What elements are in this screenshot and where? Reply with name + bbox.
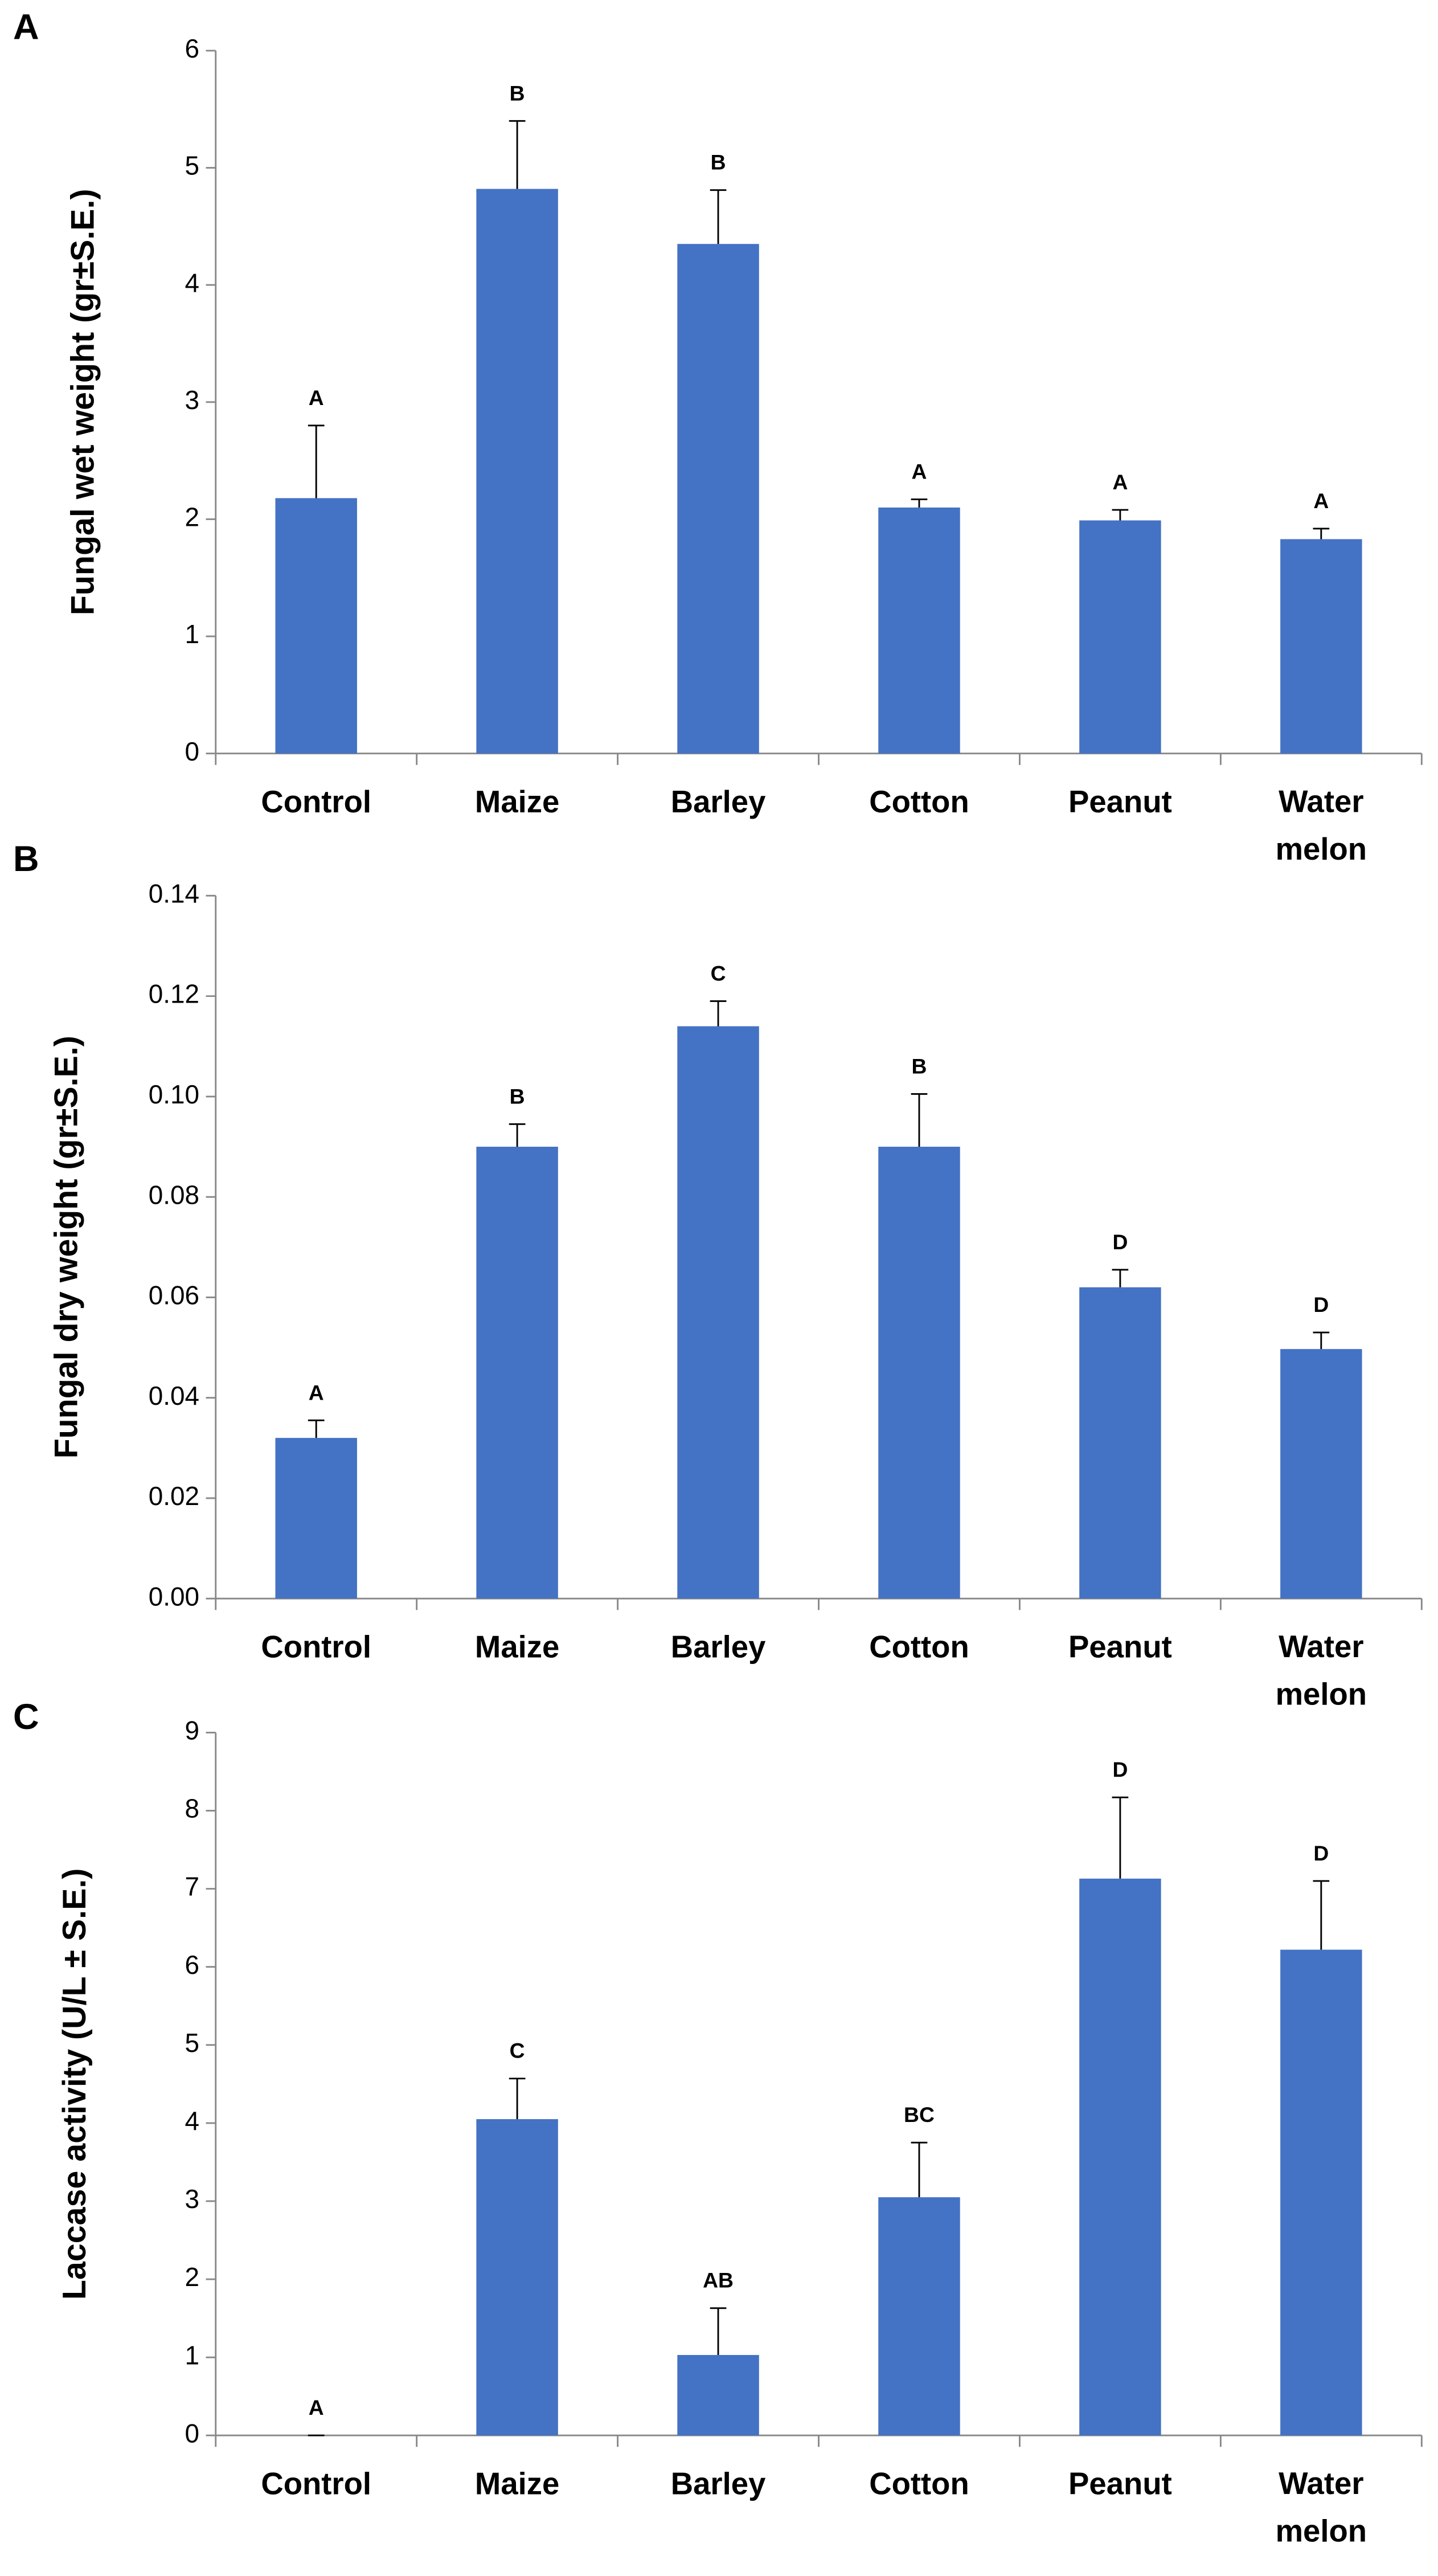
x-tick-label: Maize bbox=[475, 2467, 559, 2501]
x-tick-label: Cotton bbox=[869, 1630, 969, 1665]
significance-label: BC bbox=[904, 2103, 935, 2127]
x-tick-label: Control bbox=[261, 784, 371, 819]
significance-label: C bbox=[510, 2039, 525, 2063]
significance-label: D bbox=[1313, 1293, 1329, 1316]
panel-label: C bbox=[13, 1697, 39, 1737]
y-tick-label: 0.04 bbox=[149, 1381, 199, 1410]
y-tick-label: 0.12 bbox=[149, 979, 199, 1009]
bar bbox=[1280, 1949, 1362, 2436]
y-axis-label: Fungal dry weight (gr±S.E.) bbox=[48, 1036, 85, 1458]
bar bbox=[1079, 1287, 1161, 1599]
y-tick-label: 5 bbox=[185, 151, 200, 181]
x-tick-label: Maize bbox=[475, 1630, 559, 1665]
y-tick-label: 0.08 bbox=[149, 1180, 199, 1209]
x-tick-label: Water melon bbox=[1276, 1630, 1367, 1712]
y-tick-label: 0 bbox=[185, 737, 200, 766]
panel-label: B bbox=[13, 839, 39, 879]
x-tick-label: Cotton bbox=[869, 2467, 969, 2501]
significance-label: B bbox=[912, 1054, 927, 1078]
x-tick-label: Peanut bbox=[1068, 1630, 1172, 1665]
x-tick-label: Maize bbox=[475, 784, 559, 819]
y-tick-label: 0.14 bbox=[149, 878, 199, 908]
y-tick-label: 0.02 bbox=[149, 1481, 199, 1511]
significance-label: B bbox=[510, 1084, 525, 1108]
bar bbox=[878, 507, 960, 754]
significance-label: D bbox=[1112, 1230, 1128, 1254]
y-axis-label: Fungal wet weight (gr±S.E.) bbox=[64, 189, 101, 616]
bar bbox=[476, 2119, 558, 2436]
x-tick-label: Barley bbox=[671, 2467, 766, 2501]
y-tick-label: 0.10 bbox=[149, 1080, 199, 1109]
bar bbox=[476, 1147, 558, 1599]
significance-label: AB bbox=[703, 2268, 734, 2292]
significance-label: D bbox=[1313, 1841, 1329, 1865]
significance-label: B bbox=[711, 150, 726, 174]
bar bbox=[1280, 539, 1362, 754]
x-tick-label: Barley bbox=[671, 1630, 766, 1665]
y-tick-label: 2 bbox=[185, 502, 200, 532]
x-tick-label: Barley bbox=[671, 784, 766, 819]
y-tick-label: 5 bbox=[185, 2028, 200, 2058]
y-tick-label: 6 bbox=[185, 1950, 200, 1980]
significance-label: A bbox=[912, 459, 927, 483]
bar bbox=[476, 189, 558, 754]
y-tick-label: 8 bbox=[185, 1794, 200, 1823]
y-tick-label: 3 bbox=[185, 2184, 200, 2214]
x-tick-label: Peanut bbox=[1068, 784, 1172, 819]
y-axis-label: Laccase activity (U/L ± S.E.) bbox=[56, 1868, 93, 2300]
significance-label: C bbox=[711, 961, 726, 985]
x-tick-label: Control bbox=[261, 2467, 371, 2501]
significance-label: A bbox=[309, 386, 324, 410]
x-tick-label: Control bbox=[261, 1630, 371, 1665]
bar bbox=[1079, 520, 1161, 754]
bar bbox=[677, 1026, 759, 1599]
y-tick-label: 6 bbox=[185, 34, 200, 63]
bar bbox=[878, 2197, 960, 2436]
bar bbox=[677, 244, 759, 754]
bar bbox=[1280, 1349, 1362, 1599]
y-tick-label: 0 bbox=[185, 2418, 200, 2448]
y-tick-label: 4 bbox=[185, 268, 200, 297]
y-tick-label: 3 bbox=[185, 385, 200, 415]
significance-label: A bbox=[1313, 489, 1329, 513]
y-tick-label: 9 bbox=[185, 1716, 200, 1745]
bar bbox=[878, 1147, 960, 1599]
y-tick-label: 1 bbox=[185, 619, 200, 649]
bar bbox=[1079, 1878, 1161, 2436]
significance-label: A bbox=[1112, 470, 1128, 494]
x-tick-label: Peanut bbox=[1068, 2467, 1172, 2501]
panel-label: A bbox=[13, 7, 39, 47]
bar bbox=[275, 1438, 357, 1599]
x-tick-label: Water melon bbox=[1276, 2467, 1367, 2549]
y-tick-label: 1 bbox=[185, 2340, 200, 2370]
y-tick-label: 0.00 bbox=[149, 1581, 199, 1611]
significance-label: A bbox=[309, 2395, 324, 2419]
bar bbox=[677, 2355, 759, 2436]
x-tick-label: Cotton bbox=[869, 784, 969, 819]
significance-label: B bbox=[510, 81, 525, 105]
significance-label: A bbox=[309, 1380, 324, 1404]
y-tick-label: 0.06 bbox=[149, 1281, 199, 1310]
y-tick-label: 4 bbox=[185, 2106, 200, 2136]
bar bbox=[275, 498, 357, 754]
y-tick-label: 7 bbox=[185, 1872, 200, 1902]
y-tick-label: 2 bbox=[185, 2262, 200, 2292]
significance-label: D bbox=[1112, 1757, 1128, 1781]
x-tick-label: Water melon bbox=[1276, 784, 1367, 866]
